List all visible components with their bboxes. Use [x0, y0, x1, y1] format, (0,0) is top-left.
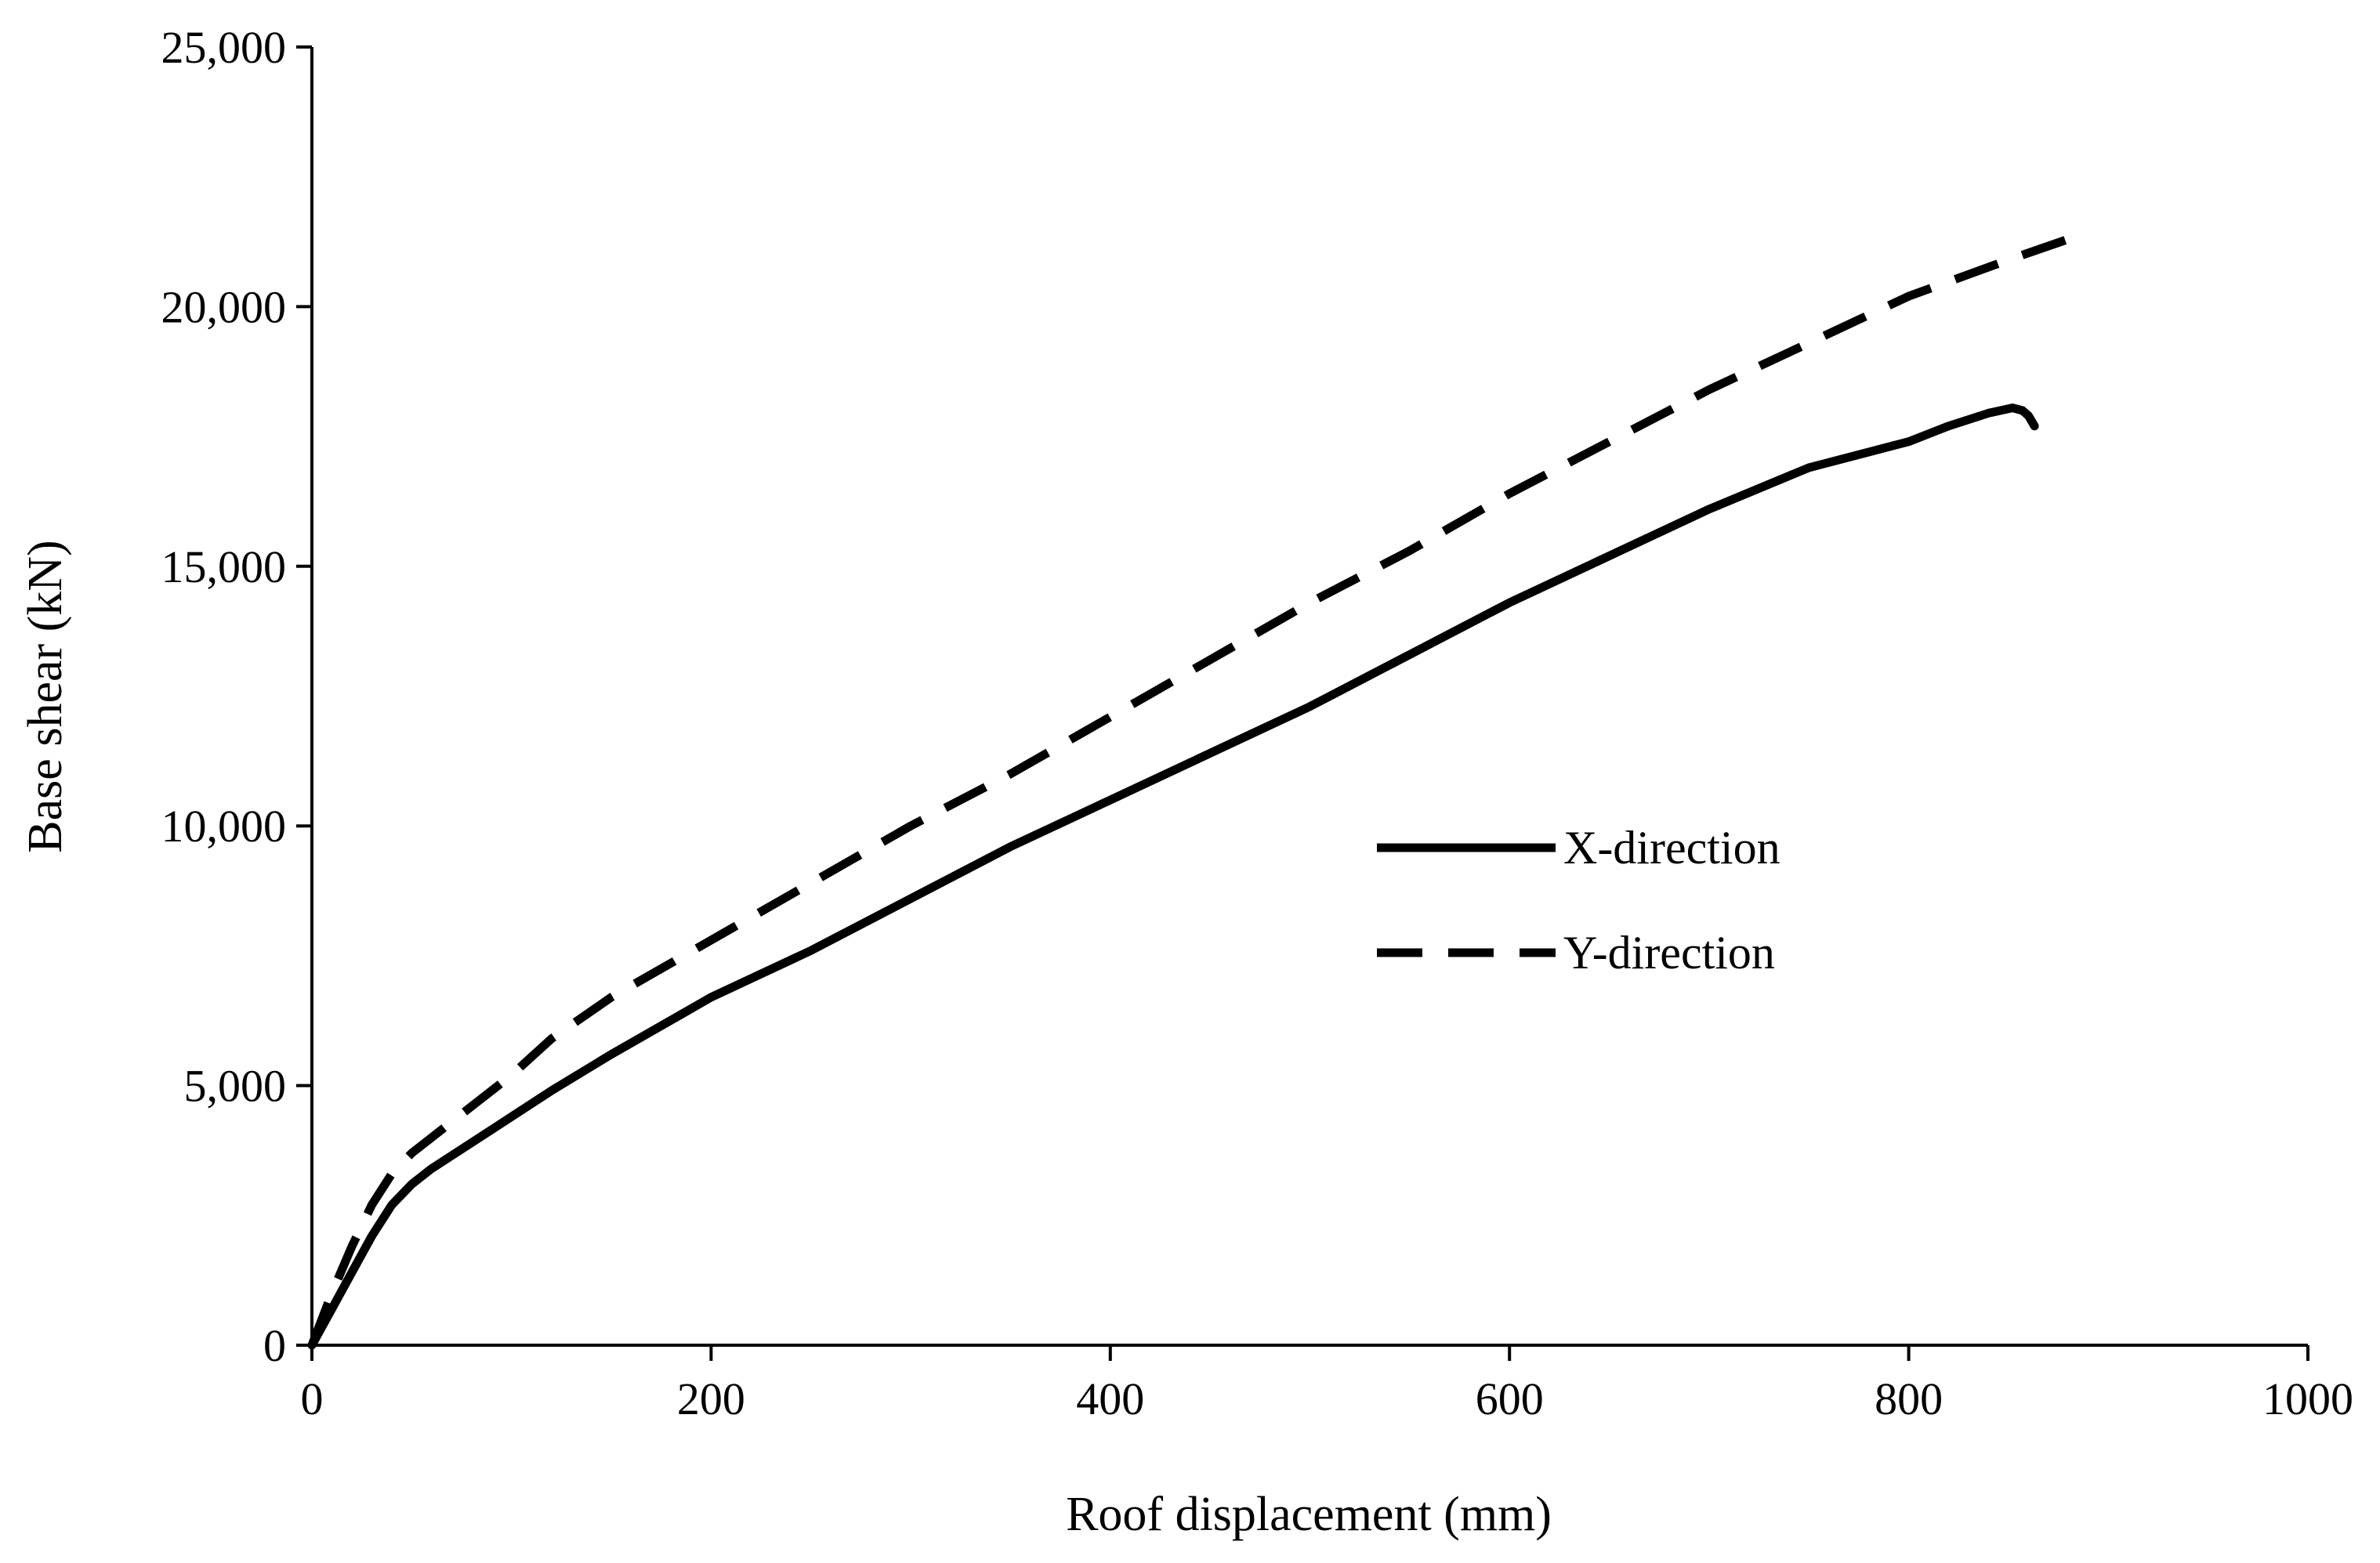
- x-axis-title: Roof displacement (mm): [1066, 1488, 1552, 1541]
- series-layer: [307, 235, 2070, 1350]
- y-tick-label: 10,000: [161, 801, 287, 852]
- y-tick-label: 0: [263, 1320, 286, 1371]
- x-tick-label: 800: [1875, 1373, 1943, 1424]
- x-tick-label: 1000: [2262, 1373, 2353, 1424]
- x-tick-label: 0: [301, 1373, 324, 1424]
- y-tick-label: 5,000: [184, 1061, 287, 1112]
- x-tick-label: 600: [1476, 1373, 1544, 1424]
- legend-label-y-direction: Y-direction: [1563, 927, 1775, 979]
- series-line-x-direction: [307, 403, 2039, 1350]
- x-tick-label: 200: [677, 1373, 745, 1424]
- legend: X-direction Y-direction: [1377, 822, 1780, 979]
- x-tick-label: 400: [1076, 1373, 1144, 1424]
- y-tick-label: 25,000: [161, 22, 287, 73]
- x-ticks: 0 200 400 600 800 1000: [301, 1345, 2353, 1424]
- y-tick-label: 20,000: [161, 281, 287, 332]
- y-axis-title: Base shear (kN): [19, 540, 72, 852]
- y-ticks: 0 5,000 10,000 15,000 20,000 25,000: [161, 22, 312, 1371]
- axes: 0 5,000 10,000 15,000 20,000 25,000 0 200 400 60…: [161, 22, 2354, 1424]
- legend-label-x-direction: X-direction: [1563, 822, 1780, 874]
- y-tick-label: 15,000: [161, 541, 287, 592]
